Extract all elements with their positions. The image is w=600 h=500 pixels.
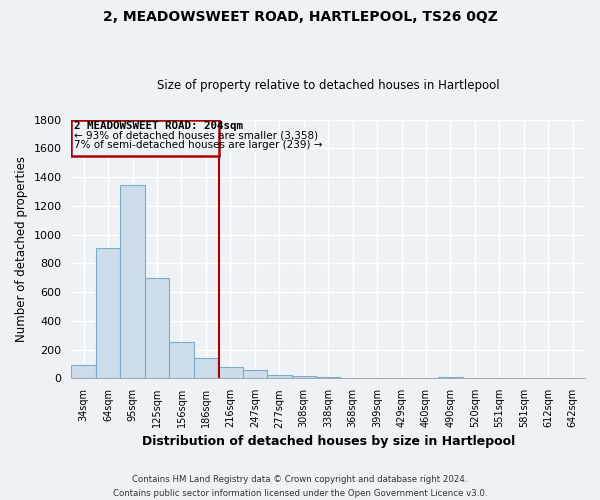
Bar — [169, 342, 194, 378]
Title: Size of property relative to detached houses in Hartlepool: Size of property relative to detached ho… — [157, 79, 500, 92]
Bar — [316, 377, 340, 378]
X-axis label: Distribution of detached houses by size in Hartlepool: Distribution of detached houses by size … — [142, 434, 515, 448]
Bar — [292, 376, 316, 378]
Text: 2, MEADOWSWEET ROAD, HARTLEPOOL, TS26 0QZ: 2, MEADOWSWEET ROAD, HARTLEPOOL, TS26 0Q… — [103, 10, 497, 24]
Text: 7% of semi-detached houses are larger (239) →: 7% of semi-detached houses are larger (2… — [74, 140, 322, 149]
Bar — [218, 367, 242, 378]
Bar — [145, 278, 169, 378]
Bar — [194, 358, 218, 378]
Bar — [438, 377, 463, 378]
Bar — [121, 185, 145, 378]
Text: Contains HM Land Registry data © Crown copyright and database right 2024.
Contai: Contains HM Land Registry data © Crown c… — [113, 476, 487, 498]
Bar — [71, 366, 96, 378]
Y-axis label: Number of detached properties: Number of detached properties — [15, 156, 28, 342]
Text: 2 MEADOWSWEET ROAD: 204sqm: 2 MEADOWSWEET ROAD: 204sqm — [74, 122, 243, 132]
Bar — [242, 370, 267, 378]
Bar — [267, 374, 292, 378]
Text: ← 93% of detached houses are smaller (3,358): ← 93% of detached houses are smaller (3,… — [74, 130, 318, 140]
FancyBboxPatch shape — [71, 120, 220, 156]
Bar — [96, 248, 121, 378]
